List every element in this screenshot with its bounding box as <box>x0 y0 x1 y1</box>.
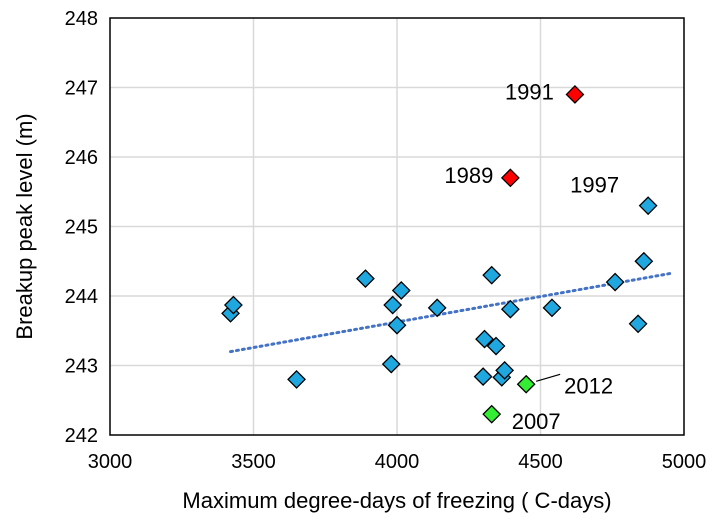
y-tick-label: 244 <box>65 286 98 308</box>
trend-line <box>229 271 675 354</box>
data-point-marker <box>495 360 515 380</box>
data-point-marker <box>565 85 585 104</box>
y-tick-label: 246 <box>65 147 98 169</box>
data-point-marker <box>605 272 625 292</box>
data-point-marker <box>387 315 407 335</box>
data-point-marker <box>383 295 403 315</box>
tick-labels: 3000 3500 4000 4500 5000 242 243 244 245 246 247 24… <box>65 8 707 473</box>
data-point-marker <box>482 404 502 424</box>
annotation-leader-2012 <box>535 373 561 382</box>
data-point-marker <box>391 281 411 300</box>
data-point-marker <box>634 251 654 271</box>
y-tick-label: 242 <box>65 425 98 447</box>
y-axis-title: Breakup peak level (m) <box>12 113 37 339</box>
data-point-marker <box>628 314 648 334</box>
data-point-marker <box>473 367 493 387</box>
x-tick-label: 3500 <box>231 451 276 473</box>
data-point-marker <box>638 196 658 216</box>
y-tick-label: 248 <box>65 8 98 30</box>
data-point-marker <box>475 329 494 349</box>
data-point-marker <box>500 168 520 188</box>
annotation-label: 2007 <box>512 409 561 434</box>
data-point-marker <box>356 269 375 289</box>
grid-lines <box>110 18 684 435</box>
x-tick-label: 4500 <box>518 451 563 473</box>
data-point-marker <box>287 369 306 389</box>
y-tick-label: 247 <box>65 78 98 100</box>
data-point-marker <box>427 298 447 318</box>
y-tick-label: 243 <box>65 356 98 378</box>
annotation-label: 2012 <box>564 373 613 398</box>
x-tick-label: 4000 <box>375 451 420 473</box>
data-point-marker <box>542 298 562 318</box>
annotation-label: 1991 <box>505 79 554 104</box>
x-tick-label: 5000 <box>662 451 707 473</box>
annotation-label: 1989 <box>444 163 493 188</box>
data-point-marker <box>500 299 520 319</box>
x-tick-label: 3000 <box>88 451 133 473</box>
plot-area-frame <box>109 17 685 436</box>
data-point-marker <box>482 265 502 285</box>
data-point-marker <box>486 336 506 356</box>
data-point-marker <box>516 374 536 394</box>
x-axis-title: Maximum degree-days of freezing ( C-days… <box>182 488 611 513</box>
data-point-marker <box>381 354 401 374</box>
data-markers <box>221 85 658 424</box>
data-point-marker <box>223 295 243 315</box>
annotation-label: 1997 <box>570 173 619 198</box>
y-tick-label: 245 <box>65 217 98 239</box>
